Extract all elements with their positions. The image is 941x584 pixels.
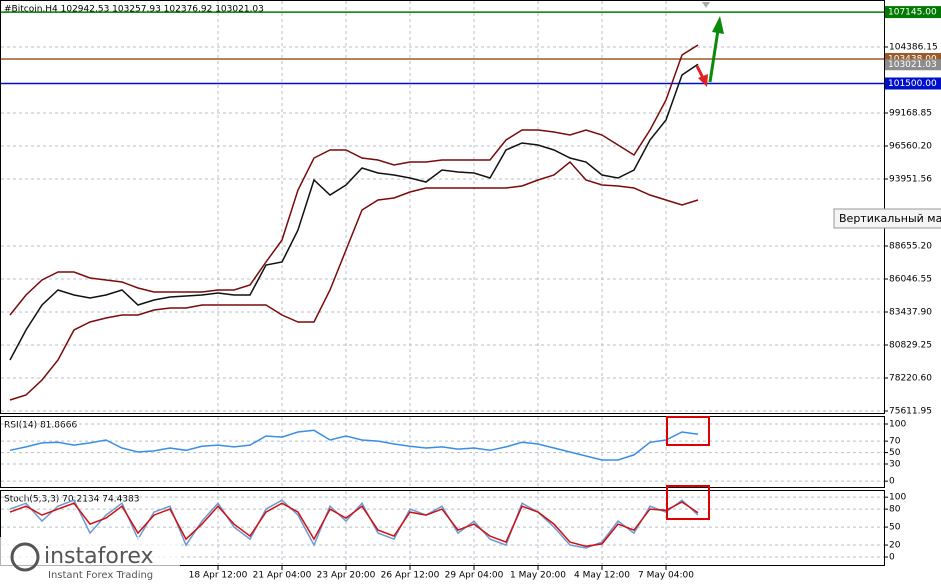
x-tick-label: 21 Apr 04:00 (253, 571, 312, 581)
shift-marker (702, 2, 710, 8)
y-tick-label: 20 (889, 541, 901, 551)
x-tick-label: 29 Apr 04:00 (445, 571, 504, 581)
y-tick-label: 99168.85 (889, 108, 932, 118)
series-line (9, 501, 699, 548)
x-tick-label: 23 Apr 20:00 (317, 571, 376, 581)
stoch-highlight (666, 485, 710, 520)
up-arrow-head (712, 16, 724, 34)
y-tick-label: 80829.25 (889, 340, 932, 350)
y-tick-label: 50 (889, 448, 901, 458)
y-tick-label: 100 (889, 420, 906, 430)
y-tick-label: 104386.15 (889, 42, 938, 52)
x-tick-label: 18 Apr 12:00 (189, 571, 248, 581)
series-line (9, 160, 699, 401)
series-line (9, 63, 699, 361)
logo-icon (10, 542, 40, 572)
down-arrow-head (698, 74, 708, 87)
y-tick-label: 80 (889, 505, 901, 515)
x-tick-label: 7 May 04:00 (638, 571, 694, 581)
level-label-box (885, 52, 941, 65)
y-tick-label: 0 (889, 553, 895, 563)
y-tick-label: 78220.60 (889, 374, 932, 384)
down-arrow (695, 65, 705, 79)
current-price-box (885, 59, 941, 71)
level-label-box (885, 77, 941, 90)
panel-title: RSI(14) 81.8666 (4, 421, 77, 431)
panel-title: Stoch(5,3,3) 70.2134 74.4383 (4, 495, 139, 505)
y-tick-label: 100 (889, 493, 906, 503)
stoch-frame (0, 490, 885, 566)
level-label-box (885, 6, 941, 19)
y-tick-label: 0 (889, 477, 895, 487)
tooltip-box (833, 208, 941, 229)
level-label: 101500.00 (888, 79, 937, 89)
y-tick-label: 50 (889, 523, 901, 533)
rsi-highlight (666, 416, 710, 446)
x-tick-label: 1 May 20:00 (510, 571, 566, 581)
current-price-label: 103021.03 (888, 60, 937, 70)
price-frame (0, 0, 885, 414)
logo: instaforex Instant Forex Trading (0, 537, 180, 584)
x-tick-label: 26 Apr 12:00 (381, 571, 440, 581)
logo-tagline: Instant Forex Trading (48, 570, 153, 581)
panel-title: #Bitcoin,H4 102942.53 103257.93 102376.9… (4, 5, 264, 15)
series-line (9, 44, 699, 316)
up-arrow (708, 29, 720, 83)
y-tick-label: 88655.20 (889, 241, 932, 251)
y-tick-label: 70 (889, 437, 901, 447)
y-tick-label: 86046.55 (889, 274, 932, 284)
y-tick-label: 93951.56 (889, 174, 932, 184)
x-tick-label: 4 May 12:00 (574, 571, 630, 581)
y-tick-label: 83437.90 (889, 307, 932, 317)
tooltip: Вертикальный мас (839, 212, 941, 225)
level-label: 107145.00 (888, 8, 937, 18)
logo-name: instaforex (44, 544, 154, 569)
y-tick-label: 75611.95 (889, 407, 932, 417)
y-tick-label: 30 (889, 460, 901, 470)
rsi-frame (0, 416, 885, 488)
y-tick-label: 96560.20 (889, 141, 932, 151)
series-line (9, 429, 699, 461)
